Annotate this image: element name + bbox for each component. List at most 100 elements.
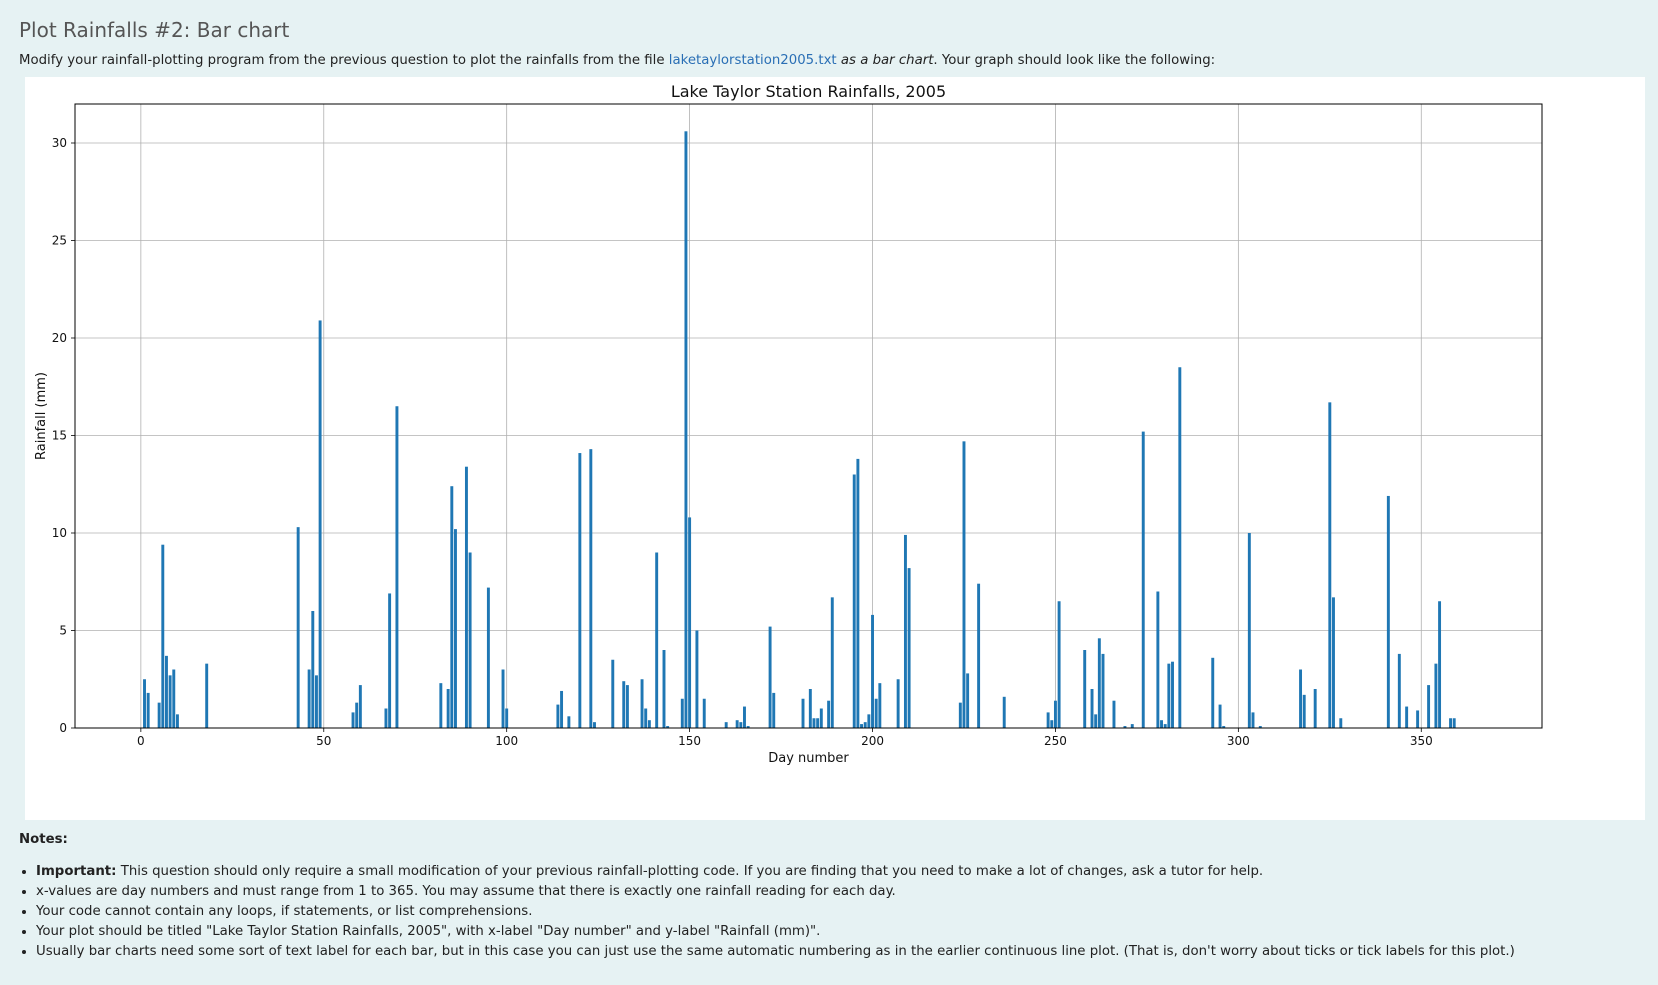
bar: [816, 718, 820, 728]
chart-title: Lake Taylor Station Rainfalls, 2005: [671, 82, 946, 101]
bar: [860, 724, 864, 728]
bar: [464, 466, 468, 728]
bar: [684, 131, 688, 729]
bar: [1160, 720, 1163, 728]
bar: [589, 449, 593, 728]
bar: [454, 529, 457, 728]
note-text: This question should only require a smal…: [116, 864, 1264, 879]
bar: [874, 698, 878, 728]
bar: [1251, 712, 1255, 728]
note-item: Your code cannot contain any loops, if s…: [36, 902, 1515, 922]
intro-text-before: Modify your rainfall-plotting program fr…: [19, 53, 669, 68]
page-title: Plot Rainfalls #2: Bar chart: [19, 18, 290, 42]
x-tick-label: 150: [678, 734, 701, 748]
note-text: Your code cannot contain any loops, if s…: [36, 904, 533, 919]
bar: [1053, 700, 1057, 728]
bar: [1218, 704, 1222, 728]
bar: [878, 683, 882, 728]
bar: [560, 690, 564, 728]
bar: [314, 675, 318, 728]
bar: [1167, 663, 1171, 728]
bar: [157, 702, 161, 728]
note-text: Your plot should be titled "Lake Taylor …: [36, 924, 821, 939]
bar: [903, 534, 907, 728]
intro-emphasis: as a bar chart: [840, 53, 934, 68]
data-file-link[interactable]: laketaylorstation2005.txt: [668, 53, 837, 68]
bar: [852, 474, 856, 728]
bar: [567, 716, 571, 728]
bar: [1434, 663, 1438, 728]
bar: [355, 702, 359, 728]
bar: [801, 698, 805, 728]
bar: [384, 708, 388, 728]
y-tick-label: 10: [52, 526, 67, 540]
note-item: Usually bar charts need some sort of tex…: [36, 942, 1515, 962]
bar: [205, 663, 209, 728]
bar: [1427, 685, 1431, 728]
bar: [702, 698, 706, 728]
bar: [907, 568, 911, 728]
bar: [1123, 726, 1127, 728]
bar: [1247, 533, 1251, 728]
x-tick-label: 300: [1227, 734, 1250, 748]
y-tick-label: 15: [52, 429, 67, 443]
bar: [1328, 402, 1332, 728]
bar: [856, 458, 860, 728]
bar: [1178, 367, 1182, 728]
bar: [1386, 495, 1390, 728]
y-tick-label: 25: [52, 234, 67, 248]
bar: [1156, 591, 1160, 728]
bar: [768, 626, 772, 728]
bar: [625, 685, 629, 728]
bar: [1050, 720, 1054, 728]
bar: [1112, 700, 1116, 728]
bar: [1258, 726, 1262, 728]
bar: [977, 583, 981, 728]
bar: [1046, 712, 1050, 728]
chart-panel: 0 50 100 150 200 250 300 350 0 5 10 15 20 25 30 Lake T…: [25, 77, 1645, 820]
bar: [611, 659, 615, 728]
bar: [1094, 714, 1098, 728]
bar: [1405, 706, 1409, 728]
bar: [1302, 694, 1306, 728]
bar: [486, 587, 490, 728]
bar: [468, 552, 472, 728]
bar: [395, 406, 399, 728]
y-tick-label: 5: [59, 624, 67, 638]
bar: [871, 614, 874, 728]
y-tick-label: 20: [52, 331, 67, 345]
bar: [688, 517, 692, 728]
bar: [680, 698, 684, 728]
notes-list: Important: This question should only req…: [19, 862, 1515, 962]
bar: [867, 714, 871, 728]
bar: [743, 706, 746, 728]
bar: [358, 685, 362, 728]
bar: [1057, 601, 1061, 728]
bar: [311, 611, 315, 728]
bar: [830, 597, 834, 728]
bar: [1130, 724, 1134, 728]
bar: [388, 593, 392, 728]
bar: [450, 486, 454, 728]
bar: [808, 689, 812, 728]
bar: [1083, 650, 1087, 728]
bar: [962, 441, 966, 728]
intro-text-after: . Your graph should look like the follow…: [933, 53, 1216, 68]
bar: [1097, 638, 1101, 728]
bar: [746, 726, 750, 728]
bar: [724, 722, 728, 728]
bar: [556, 704, 560, 728]
bar: [1101, 653, 1105, 728]
bar: [505, 708, 509, 728]
bar: [966, 673, 970, 728]
bar: [1397, 653, 1401, 728]
bar: [1163, 724, 1167, 728]
bar: [307, 669, 311, 728]
bar: [1222, 726, 1226, 728]
bar: [296, 527, 300, 728]
bar: [1339, 718, 1343, 728]
x-tick-label: 0: [137, 734, 145, 748]
bar: [772, 692, 776, 728]
bar: [896, 679, 900, 728]
note-text: x-values are day numbers and must range …: [36, 884, 896, 899]
